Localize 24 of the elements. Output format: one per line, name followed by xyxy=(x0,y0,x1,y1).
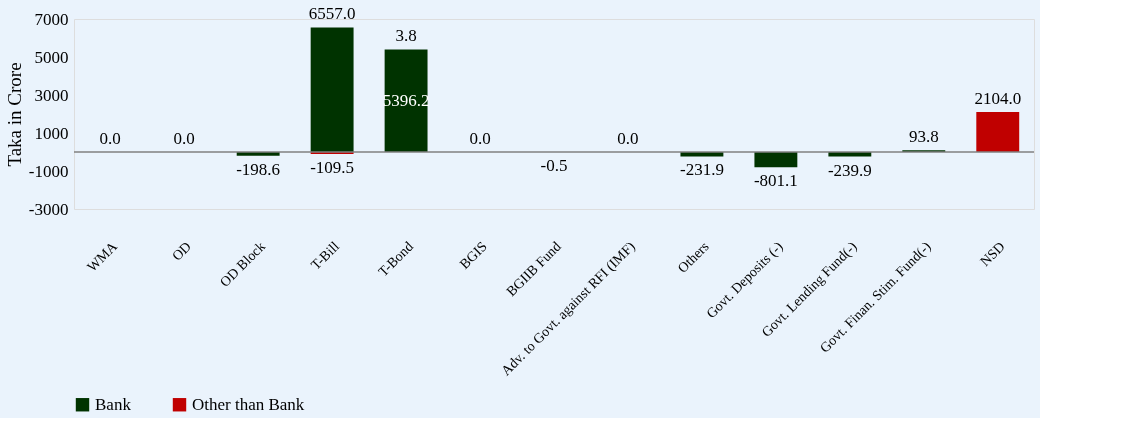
legend-label: Bank xyxy=(95,394,132,414)
data-label: 0.0 xyxy=(617,129,639,148)
data-label: -239.9 xyxy=(827,160,872,180)
data-label: -109.5 xyxy=(310,158,355,178)
legend-label: Other than Bank xyxy=(192,394,305,414)
data-label: 0.0 xyxy=(469,129,491,148)
data-label: -801.1 xyxy=(753,171,798,191)
y-tick-label: -3000 xyxy=(28,199,69,219)
y-tick-label: 3000 xyxy=(34,85,69,105)
data-label: 93.8 xyxy=(908,127,939,147)
y-tick-label: 7000 xyxy=(34,9,69,29)
data-label: 0.0 xyxy=(173,129,195,148)
y-tick-label: -1000 xyxy=(28,161,69,181)
data-label: 2104.0 xyxy=(974,89,1022,109)
data-label: -231.9 xyxy=(679,160,724,180)
data-label: 6557.0 xyxy=(308,4,356,24)
y-tick-label: 5000 xyxy=(34,47,69,67)
data-label: -198.6 xyxy=(236,159,281,179)
y-tick-label: 1000 xyxy=(34,123,69,143)
data-label: 3.8 xyxy=(395,26,417,46)
data-label: 0.0 xyxy=(99,129,121,148)
data-label: -0.5 xyxy=(540,156,568,176)
x-tick-label: OD xyxy=(169,238,195,264)
y-axis-title: Taka in Crore xyxy=(3,62,25,167)
